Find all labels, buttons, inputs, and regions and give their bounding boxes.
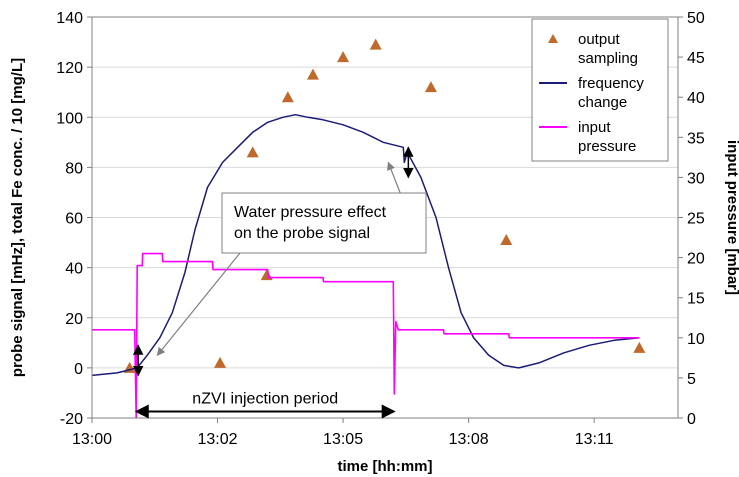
y-right-tick-label: 30: [687, 170, 705, 187]
y-right-axis-title: input pressure [mbar]: [724, 140, 739, 295]
legend-label: pressure: [578, 138, 636, 155]
y-left-tick-label: 20: [65, 311, 83, 328]
y-right-tick-label: 40: [687, 90, 705, 107]
injection-period-label: nZVI injection period: [192, 390, 338, 407]
y-left-tick-label: 40: [65, 261, 83, 278]
y-left-tick-label: 100: [56, 110, 83, 127]
y-right-tick-label: 35: [687, 130, 705, 147]
y-right-tick-label: 0: [687, 411, 696, 428]
y-right-tick-label: 25: [687, 211, 705, 228]
y-left-tick-label: 80: [65, 160, 83, 177]
callout-box: [221, 192, 427, 254]
legend: output sampling frequency change input pressu…: [531, 18, 669, 162]
x-axis-title: time [hh:mm]: [338, 458, 433, 475]
data-point-output-sampling: [424, 81, 437, 93]
legend-label: output: [578, 31, 621, 48]
series-layer: [91, 38, 646, 419]
series-line-frequency-change: [91, 113, 640, 377]
y-right-tick-label: 20: [687, 251, 705, 268]
data-point-output-sampling: [246, 146, 259, 158]
y-left-axis-title: probe signal [mHz], total Fe conc. / 10 …: [9, 58, 26, 377]
data-point-output-sampling: [281, 91, 294, 103]
y-right-tick-label: 15: [687, 291, 705, 308]
y-right-tick-label: 50: [687, 10, 705, 27]
callout-arrow: [387, 161, 402, 196]
callout-text-line: Water pressure effect: [234, 204, 387, 221]
data-point-output-sampling: [306, 68, 319, 80]
legend-label: frequency: [578, 75, 644, 92]
callout-text-line: on the probe signal: [234, 225, 370, 242]
injection-label-bg: [187, 387, 344, 408]
y-right-tick-label: 5: [687, 371, 696, 388]
data-point-output-sampling: [214, 356, 227, 368]
legend-label: change: [578, 94, 627, 111]
y-left-tick-label: 0: [74, 361, 83, 378]
legend-label: input: [578, 119, 611, 136]
data-point-output-sampling: [500, 234, 513, 246]
y-left-tick-label: 120: [56, 60, 83, 77]
y-left-tick-label: 60: [65, 211, 83, 228]
x-tick-label: 13:02: [198, 431, 238, 448]
x-tick-label: 13:05: [323, 431, 363, 448]
callout-arrow: [156, 252, 241, 356]
x-tick-label: 13:08: [449, 431, 489, 448]
data-point-output-sampling: [337, 51, 350, 63]
data-point-output-sampling: [369, 38, 382, 50]
x-tick-label: 13:11: [575, 431, 614, 448]
y-left-tick-label: 140: [56, 10, 83, 27]
legend-marker-triangle: [548, 34, 558, 43]
x-tick-label: 13:00: [72, 431, 112, 448]
series-line-input-pressure: [92, 252, 640, 419]
y-right-tick-label: 10: [687, 331, 705, 348]
y-left-tick-label: -20: [60, 411, 83, 428]
annotations-layer: Water pressure effect on the probe signal…: [132, 146, 427, 419]
legend-label: sampling: [578, 50, 638, 67]
y-right-tick-label: 45: [687, 50, 705, 67]
data-point-output-sampling: [633, 341, 646, 353]
